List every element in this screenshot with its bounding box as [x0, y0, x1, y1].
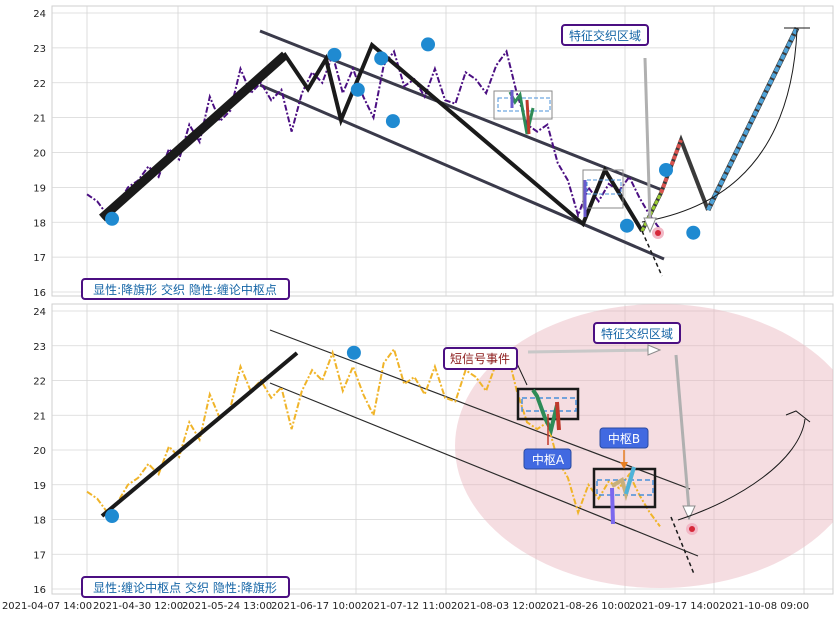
top-legend-text: 显性:降旗形 交织 隐性:缠论中枢点	[93, 282, 277, 297]
bottom-zone-b-up	[624, 466, 636, 495]
bottom-feature-label: 特征交织区域	[593, 322, 681, 344]
top-y-tick-21: 21	[33, 114, 46, 125]
top-y-tick-19: 19	[33, 183, 46, 194]
top-end-marker	[655, 230, 661, 236]
bottom-channel-upper	[269, 329, 691, 490]
bottom-pivot-point-0	[105, 509, 120, 524]
bottom-feature-arrowhead	[647, 344, 662, 356]
x-tick-1: 2021-04-30 12:00	[93, 601, 183, 612]
bottom-callout-arrowhead	[682, 505, 696, 521]
top-mini-bar-1	[525, 99, 531, 135]
top-channel-lower	[259, 83, 665, 261]
top-callout-line	[643, 57, 652, 223]
zone-b-label: 中枢B	[599, 427, 649, 449]
top-callout-arrowhead	[643, 217, 657, 234]
top-curve-arrow	[641, 29, 798, 223]
bottom-impulse-leg	[100, 351, 299, 518]
bottom-callout-line	[674, 354, 691, 511]
bottom-dashed-extension	[670, 516, 695, 575]
bottom-y-tick-19: 19	[33, 481, 46, 492]
top-grid	[52, 6, 833, 296]
x-tick-7: 2021-09-17 14:00	[629, 601, 719, 612]
top-panel: 16 17 18 19 20 21 22 23 24	[33, 5, 834, 300]
bottom-zone-b-bar	[610, 487, 615, 525]
bottom-zone-a-inner	[521, 397, 577, 412]
zone-a-label: 中枢A	[523, 448, 572, 470]
top-pivot-point-0	[105, 211, 120, 226]
top-dashed-extension	[641, 230, 663, 277]
bottom-end-marker	[689, 526, 695, 532]
top-pivot-point-6	[619, 218, 634, 233]
top-pivot-dots	[105, 37, 701, 240]
top-feature-label: 特征交织区域	[561, 24, 649, 46]
top-y-tick-18: 18	[33, 218, 46, 229]
top-pivot-point-5	[421, 37, 436, 52]
bottom-curve-arrow	[677, 418, 806, 521]
bottom-x-ticks: 2021-04-07 14:00 2021-04-30 12:002021-05-…	[2, 601, 809, 612]
top-projection-final	[706, 27, 799, 211]
top-legend-label: 显性:降旗形 交织 隐性:缠论中枢点	[81, 278, 290, 300]
top-box-2	[582, 169, 624, 209]
bottom-legend-label: 显性:缠论中枢点 交织 隐性:降旗形	[81, 576, 290, 598]
top-y-tick-22: 22	[33, 79, 46, 90]
bottom-y-tick-21: 21	[33, 411, 46, 422]
bottom-y-tick-18: 18	[33, 516, 46, 527]
bottom-signal-label: 短信号事件	[443, 347, 518, 370]
top-pivot-point-4	[385, 114, 400, 129]
top-y-tick-20: 20	[33, 149, 46, 160]
top-pivot-point-2	[350, 82, 365, 97]
top-pivot-point-7	[658, 162, 673, 177]
top-projection-start	[640, 192, 663, 232]
top-impulse-leg	[99, 51, 288, 222]
x-tick-3: 2021-06-17 10:00	[271, 601, 361, 612]
bottom-y-tick-23: 23	[33, 342, 46, 353]
top-y-tick-17: 17	[33, 253, 46, 264]
top-y-tick-24: 24	[33, 9, 46, 20]
top-y-tick-16: 16	[33, 288, 46, 299]
top-pivot-point-3	[374, 51, 389, 66]
x-tick-2: 2021-05-24 13:00	[182, 601, 272, 612]
bottom-y-tick-20: 20	[33, 446, 46, 457]
top-pivot-point-1	[327, 47, 342, 62]
bottom-zone-b-box	[592, 467, 657, 509]
bottom-y-tick-17: 17	[33, 550, 46, 561]
top-pivot-point-8	[686, 225, 701, 240]
x-tick-4: 2021-07-12 11:00	[361, 601, 451, 612]
bottom-price-series	[86, 346, 661, 527]
bottom-feature-text: 特征交织区域	[601, 326, 673, 341]
bottom-legend-text: 显性:缠论中枢点 交织 隐性:降旗形	[93, 580, 277, 595]
bottom-zone-b-arrowhead	[620, 462, 628, 469]
top-projection-up	[659, 139, 683, 194]
zone-a-text: 中枢A	[532, 452, 565, 467]
bottom-zone-a-wave	[531, 388, 559, 436]
top-feature-text: 特征交织区域	[569, 28, 641, 43]
bottom-feature-connector	[527, 348, 656, 354]
top-zigzag-path	[100, 41, 644, 233]
bottom-curve-cap	[785, 410, 811, 423]
bottom-pivot-dots	[105, 345, 361, 524]
bottom-y-tick-22: 22	[33, 377, 46, 388]
x-tick-5: 2021-08-03 12:00	[451, 601, 541, 612]
bottom-signal-text: 短信号事件	[450, 352, 510, 366]
bottom-pivot-point-1	[346, 345, 361, 360]
x-tick-0: 2021-04-07 14:00	[2, 601, 92, 612]
bottom-y-ticks: 16 17 18 19 20 21 22 23 24	[33, 307, 46, 596]
x-tick-8: 2021-10-08 09:00	[719, 601, 809, 612]
top-y-ticks: 16 17 18 19 20 21 22 23 24	[33, 9, 46, 299]
bottom-y-tick-24: 24	[33, 307, 46, 318]
zone-b-text: 中枢B	[608, 431, 640, 446]
bottom-y-tick-16: 16	[33, 585, 46, 596]
x-tick-6: 2021-08-26 10:00	[540, 601, 630, 612]
bottom-channel-lower	[269, 382, 699, 557]
top-y-tick-23: 23	[33, 44, 46, 55]
bottom-zone-a-bar	[555, 401, 561, 431]
